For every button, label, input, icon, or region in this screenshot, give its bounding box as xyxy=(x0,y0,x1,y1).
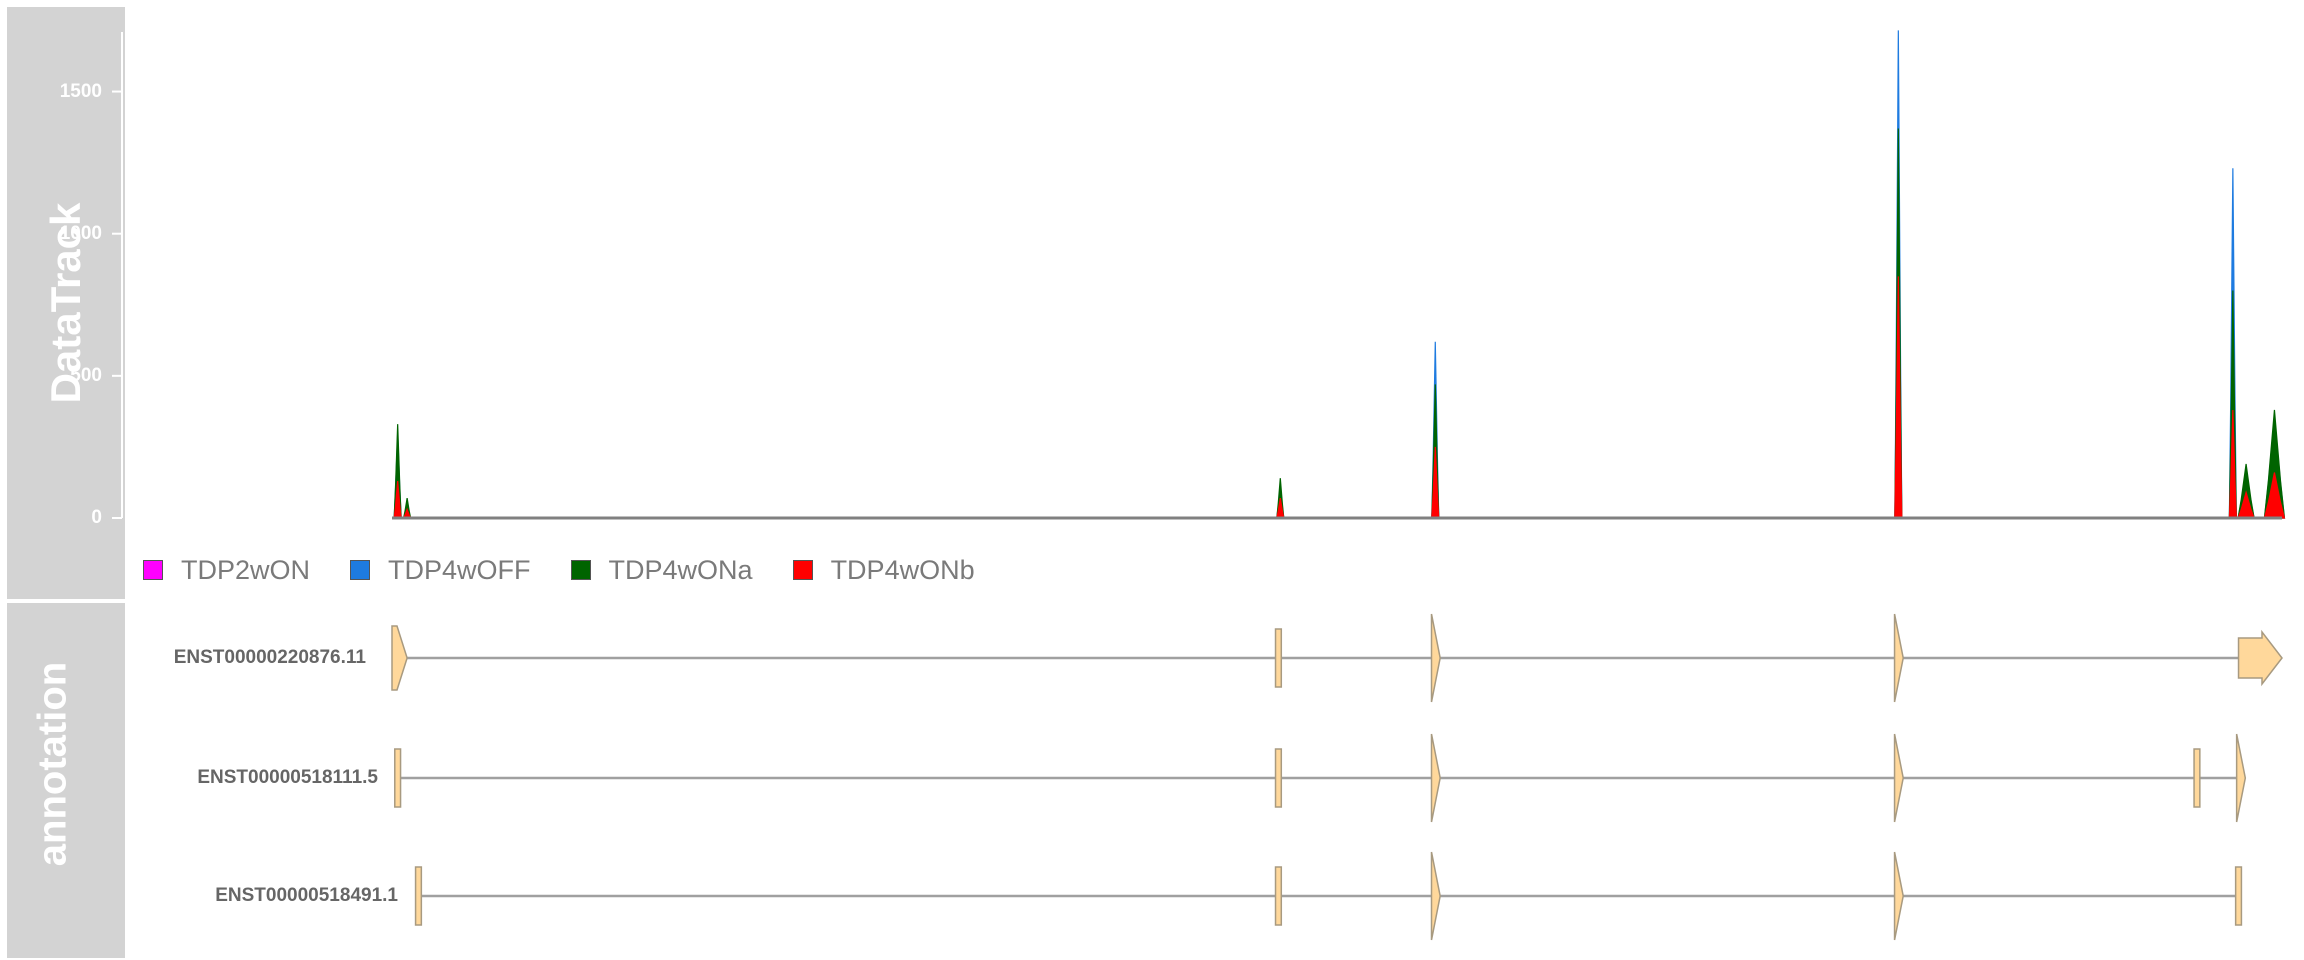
transcript-label: ENST00000518111.5 xyxy=(197,767,378,788)
legend-label: TDP2wON xyxy=(181,554,311,585)
exon-2 xyxy=(1430,851,1441,941)
exon-1 xyxy=(1274,748,1283,808)
exon-2 xyxy=(1430,613,1441,703)
exon-1 xyxy=(1274,866,1283,926)
exon-4 xyxy=(2234,866,2243,926)
legend-item-TDP2wON: TDP2wON xyxy=(143,555,310,586)
transcript-label: ENST00000220876.11 xyxy=(173,647,366,668)
exon-5 xyxy=(2235,733,2247,823)
datatrack-title-panel: DataTrack xyxy=(7,7,125,599)
legend-item-TDP4wONb: TDP4wONb xyxy=(792,554,975,586)
legend-label: TDP4wOFF xyxy=(388,554,531,585)
y-tick-label-0: 0 xyxy=(91,507,102,528)
legend-item-TDP4wOFF: TDP4wOFF xyxy=(350,555,531,586)
exon-4 xyxy=(2193,748,2201,808)
y-tick-label-1500: 1500 xyxy=(59,80,102,102)
y-tick-label-1000: 1000 xyxy=(59,222,102,244)
transcript-ENST00000518491.1 xyxy=(414,851,2243,941)
exon-1 xyxy=(1274,628,1283,688)
legend: TDP2wON TDP4wOFF TDP4wONa TDP4wONb xyxy=(143,553,1015,587)
legend-swatch xyxy=(143,560,163,580)
series-TDP4wOFF xyxy=(393,30,2286,519)
legend-swatch xyxy=(792,560,813,580)
exon-4 xyxy=(2237,629,2283,687)
annotation-title-panel: annotation xyxy=(7,603,125,958)
transcript-ENST00000518111.5 xyxy=(394,733,2247,823)
legend-item-TDP4wONa: TDP4wONa xyxy=(570,554,753,586)
exon-0 xyxy=(414,866,423,926)
y-tick-label-500: 500 xyxy=(70,364,102,386)
transcript-label: ENST00000518491.1 xyxy=(215,885,398,906)
exon-0 xyxy=(391,625,408,691)
exon-2 xyxy=(1430,733,1441,823)
series-TDP4wONb xyxy=(393,276,2286,519)
legend-swatch xyxy=(350,560,371,580)
legend-label: TDP4wONa xyxy=(608,554,753,585)
exon-0 xyxy=(394,748,402,808)
series-TDP4wONa xyxy=(393,128,2286,519)
legend-label: TDP4wONb xyxy=(830,554,975,585)
exon-3 xyxy=(1893,733,1904,823)
exon-3 xyxy=(1893,613,1904,703)
legend-swatch xyxy=(570,560,591,580)
exon-3 xyxy=(1893,851,1904,941)
transcript-ENST00000220876.11 xyxy=(391,613,2283,703)
